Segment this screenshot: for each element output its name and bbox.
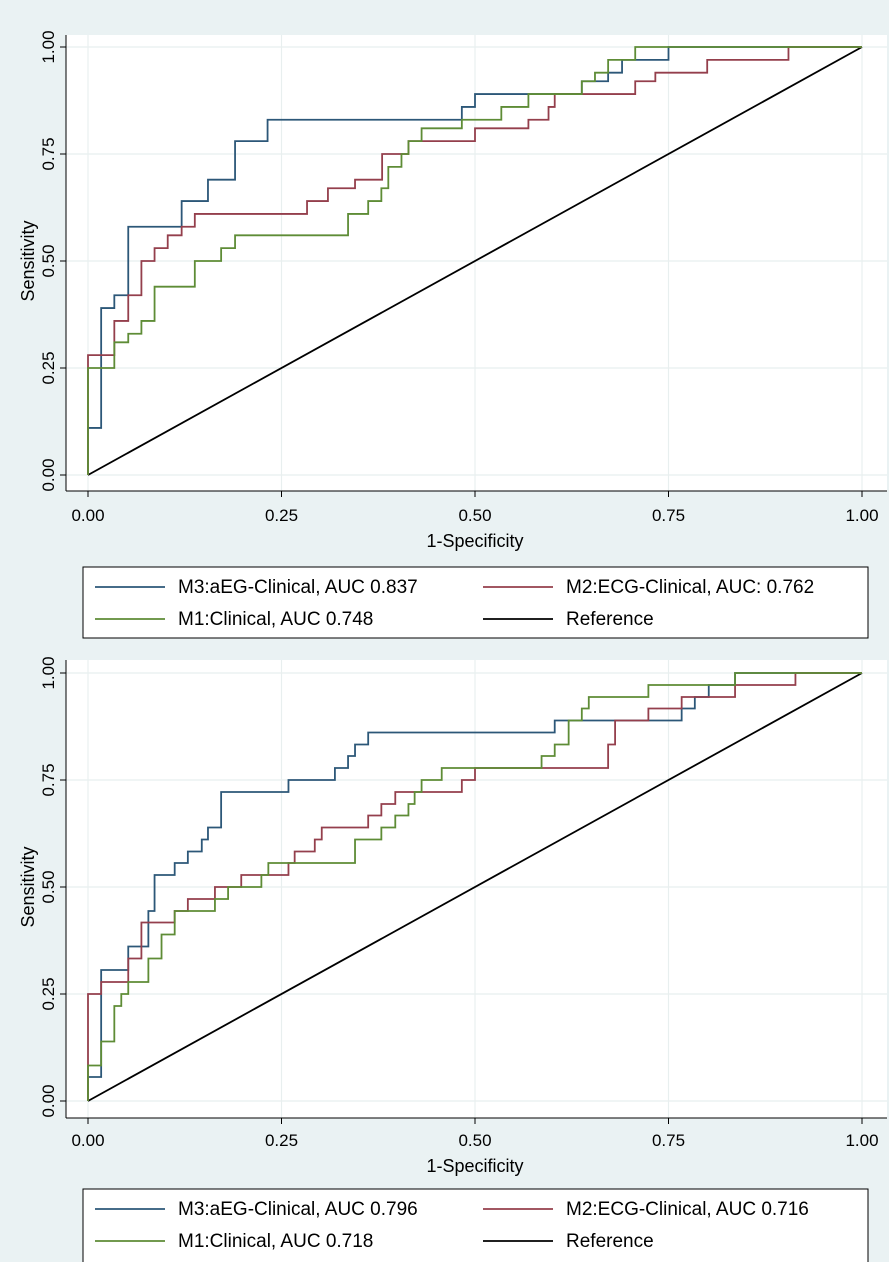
y-tick-label: 0.50 (39, 244, 58, 277)
y-tick-label: 0.25 (39, 977, 58, 1010)
roc-chart-2: 0.00 0.00 0.25 0.25 0.50 0.50 0.75 0.75 1.00 1.00… (18, 656, 887, 1262)
series-line-m2 (87, 672, 862, 1101)
legend: M3:aEG-Clinical, AUC 0.837 M2:ECG-Clinica… (82, 566, 869, 639)
x-tick-label: 0.25 (265, 1131, 298, 1150)
y-axis-title: Sensitivity (18, 846, 38, 927)
series-line-reference (87, 672, 863, 1102)
y-tick-label: 1.00 (39, 656, 58, 689)
legend-label-m3: M3:aEG-Clinical, AUC 0.837 (178, 577, 418, 598)
plot-area (66, 35, 887, 491)
y-tick-label: 0.50 (39, 870, 58, 903)
series-line-m2 (87, 46, 862, 475)
y-tick-label: 1.00 (39, 30, 58, 63)
x-tick-label: 1.00 (845, 506, 878, 525)
series-line-m1 (87, 46, 862, 475)
y-tick-label: 0.00 (39, 458, 58, 491)
y-tick-label: 0.25 (39, 351, 58, 384)
x-axis-title: 1-Specificity (426, 1156, 523, 1176)
x-tick-label: 0.25 (265, 506, 298, 525)
legend-label-m2: M2:ECG-Clinical, AUC: 0.762 (566, 577, 814, 598)
x-tick-label: 0.75 (652, 1131, 685, 1150)
legend-label-m1: M1:Clinical, AUC 0.718 (178, 1231, 373, 1252)
plot-area (66, 660, 887, 1118)
y-tick-label: 0.00 (39, 1084, 58, 1117)
x-tick-label: 0.50 (458, 1131, 491, 1150)
series-line-m1 (87, 672, 862, 1101)
legend-label-reference: Reference (566, 609, 654, 630)
legend: M3:aEG-Clinical, AUC 0.796 M2:ECG-Clinica… (82, 1188, 869, 1262)
legend-label-m1: M1:Clinical, AUC 0.748 (178, 609, 373, 630)
series-line-reference (87, 46, 863, 476)
y-tick-label: 0.75 (39, 137, 58, 170)
y-tick-label: 0.75 (39, 763, 58, 796)
legend-box (82, 1188, 869, 1262)
legend-label-m3: M3:aEG-Clinical, AUC 0.796 (178, 1199, 418, 1220)
legend-label-reference: Reference (566, 1231, 654, 1252)
roc-chart-1: 0.00 0.00 0.25 0.25 0.50 0.50 0.75 0.75 1.00 1.00… (18, 30, 887, 639)
y-axis-title: Sensitivity (18, 220, 38, 301)
series-line-m3 (87, 46, 862, 475)
x-axis-title: 1-Specificity (426, 531, 523, 551)
legend-box (82, 566, 869, 639)
x-tick-label: 0.50 (458, 506, 491, 525)
x-tick-label: 0.00 (71, 1131, 104, 1150)
x-tick-label: 0.75 (652, 506, 685, 525)
legend-label-m2: M2:ECG-Clinical, AUC 0.716 (566, 1199, 809, 1220)
x-tick-label: 1.00 (845, 1131, 878, 1150)
x-tick-label: 0.00 (71, 506, 104, 525)
